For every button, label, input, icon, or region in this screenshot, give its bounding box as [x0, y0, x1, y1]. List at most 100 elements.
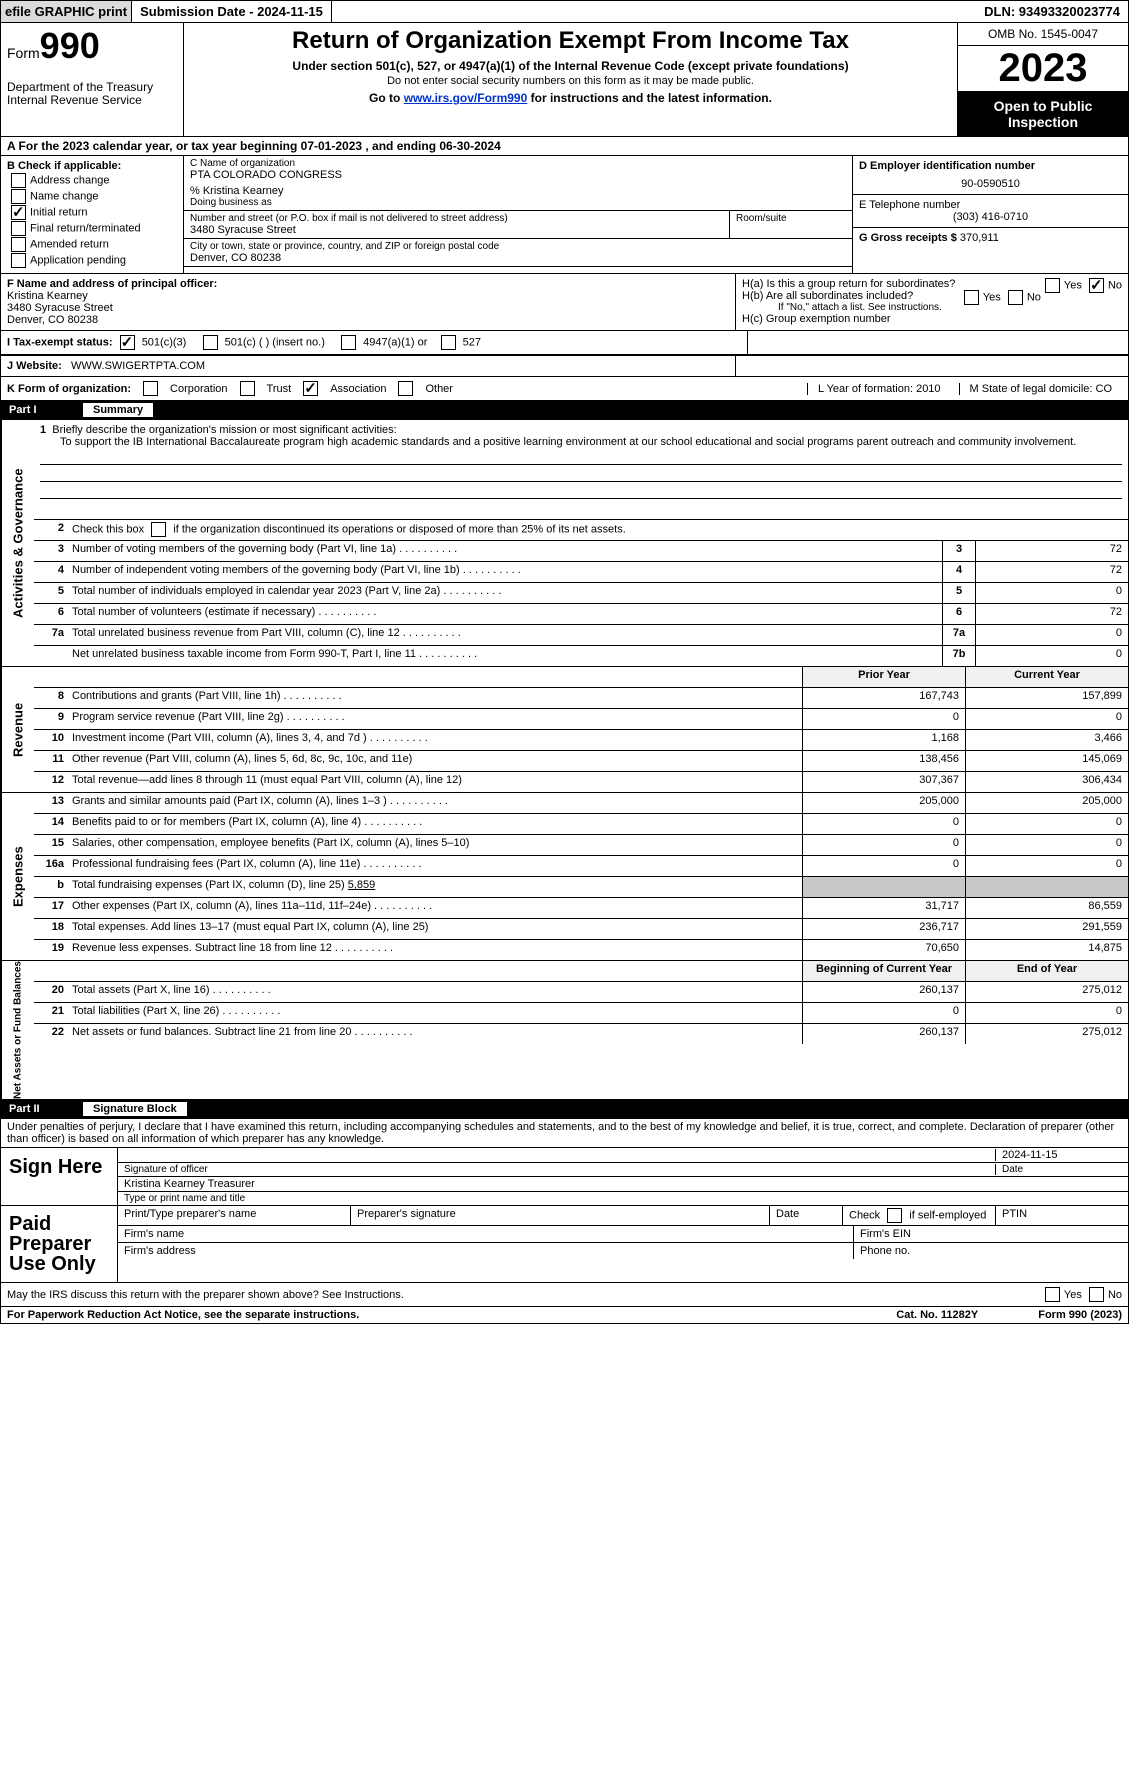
- f-label: F Name and address of principal officer:: [7, 278, 729, 290]
- vlabel-na: Net Assets or Fund Balances: [1, 961, 34, 1099]
- cat-no: Cat. No. 11282Y: [896, 1309, 978, 1321]
- may-discuss: May the IRS discuss this return with the…: [0, 1283, 1129, 1307]
- vlabel-exp: Expenses: [1, 793, 34, 960]
- v3: 72: [975, 541, 1128, 561]
- fphone: Phone no.: [854, 1243, 1128, 1259]
- ha-row: H(a) Is this a group return for subordin…: [742, 278, 1122, 290]
- part2-bar: Part II Signature Block: [0, 1100, 1129, 1119]
- m-state: M State of legal domicile: CO: [959, 383, 1122, 395]
- chk-discuss-no[interactable]: [1089, 1287, 1104, 1302]
- dln: DLN: 93493320023774: [976, 1, 1128, 22]
- part1-bar: Part I Summary: [0, 401, 1129, 420]
- chk-4947[interactable]: [341, 335, 356, 350]
- l11: Other revenue (Part VIII, column (A), li…: [68, 751, 802, 771]
- efile-label: efile GRAPHIC print: [1, 1, 132, 22]
- pdate: Date: [770, 1206, 843, 1225]
- officer-name: Kristina Kearney: [7, 290, 729, 302]
- k-label: K Form of organization:: [7, 383, 131, 395]
- vlabel-ag: Activities & Governance: [1, 420, 34, 666]
- room-label: Room/suite: [730, 211, 852, 238]
- fein: Firm's EIN: [854, 1226, 1128, 1242]
- chk-501c3[interactable]: [120, 335, 135, 350]
- l15: Salaries, other compensation, employee b…: [68, 835, 802, 855]
- open-to-public: Open to Public Inspection: [958, 92, 1128, 136]
- prior-hdr: Prior Year: [802, 667, 965, 687]
- website: WWW.SWIGERTPTA.COM: [71, 360, 205, 372]
- v7a: 0: [975, 625, 1128, 645]
- l14: Benefits paid to or for members (Part IX…: [68, 814, 802, 834]
- dba-label: Doing business as: [190, 197, 846, 208]
- l22: Net assets or fund balances. Subtract li…: [68, 1024, 802, 1044]
- city-label: City or town, state or province, country…: [190, 241, 846, 252]
- subtitle-2: Do not enter social security numbers on …: [190, 75, 951, 87]
- chk-final-return[interactable]: Final return/terminated: [7, 221, 177, 236]
- faddr: Firm's address: [118, 1243, 854, 1259]
- ein: 90-0590510: [859, 178, 1122, 190]
- v7b: 0: [975, 646, 1128, 666]
- footer: For Paperwork Reduction Act Notice, see …: [0, 1307, 1129, 1324]
- tel-label: E Telephone number: [859, 199, 1122, 211]
- eoy-hdr: End of Year: [965, 961, 1128, 981]
- l19: Revenue less expenses. Subtract line 18 …: [68, 940, 802, 960]
- section-ag: Activities & Governance 1 Briefly descri…: [0, 420, 1129, 667]
- chk-discuss-yes[interactable]: [1045, 1287, 1060, 1302]
- type-label: Type or print name and title: [124, 1193, 245, 1204]
- vlabel-rev: Revenue: [1, 667, 34, 792]
- section-expenses: Expenses 13Grants and similar amounts pa…: [0, 793, 1129, 961]
- chk-trust[interactable]: [240, 381, 255, 396]
- boy-hdr: Beginning of Current Year: [802, 961, 965, 981]
- form-number: Form990: [7, 25, 177, 67]
- signature-block: Under penalties of perjury, I declare th…: [0, 1119, 1129, 1283]
- ein-label: D Employer identification number: [859, 160, 1122, 172]
- gross-label: G Gross receipts $: [859, 232, 957, 244]
- chk-self-employed[interactable]: [887, 1208, 902, 1223]
- l20: Total assets (Part X, line 16): [68, 982, 802, 1002]
- v4: 72: [975, 562, 1128, 582]
- l7b: Net unrelated business taxable income fr…: [68, 646, 942, 666]
- dept-treasury: Department of the Treasury: [7, 81, 177, 94]
- chk-address-change[interactable]: Address change: [7, 173, 177, 188]
- chk-name-change[interactable]: Name change: [7, 189, 177, 204]
- chk-501c[interactable]: [203, 335, 218, 350]
- officer-name-title: Kristina Kearney Treasurer: [124, 1178, 255, 1190]
- org-name: PTA COLORADO CONGRESS: [190, 169, 846, 181]
- chk-527[interactable]: [441, 335, 456, 350]
- l21: Total liabilities (Part X, line 26): [68, 1003, 802, 1023]
- sig-officer-label: Signature of officer: [124, 1164, 995, 1175]
- tax-year: 2023: [958, 46, 1128, 92]
- form-990-number: 990: [40, 25, 100, 66]
- street: 3480 Syracuse Street: [190, 224, 723, 236]
- l7a: Total unrelated business revenue from Pa…: [68, 625, 942, 645]
- paid-preparer-label: Paid Preparer Use Only: [1, 1206, 118, 1282]
- l16a: Professional fundraising fees (Part IX, …: [68, 856, 802, 876]
- mission-text: To support the IB International Baccalau…: [40, 436, 1122, 448]
- chk-other[interactable]: [398, 381, 413, 396]
- l12: Total revenue—add lines 8 through 11 (mu…: [68, 772, 802, 792]
- j-label: J Website:: [7, 360, 62, 372]
- l-year: L Year of formation: 2010: [807, 383, 951, 395]
- chk-discontinued[interactable]: [151, 522, 166, 537]
- chk-assoc[interactable]: [303, 381, 318, 396]
- hb-note: If "No," attach a list. See instructions…: [742, 302, 1122, 313]
- chk-amended[interactable]: Amended return: [7, 237, 177, 252]
- l5: Total number of individuals employed in …: [68, 583, 942, 603]
- chk-app-pending[interactable]: Application pending: [7, 253, 177, 268]
- pra-notice: For Paperwork Reduction Act Notice, see …: [7, 1309, 359, 1321]
- chk-initial-return[interactable]: Initial return: [7, 205, 177, 220]
- l16b: Total fundraising expenses (Part IX, col…: [68, 877, 802, 897]
- l18: Total expenses. Add lines 13–17 (must eq…: [68, 919, 802, 939]
- declaration: Under penalties of perjury, I declare th…: [1, 1119, 1128, 1147]
- chk-corp[interactable]: [143, 381, 158, 396]
- pname: Print/Type preparer's name: [118, 1206, 351, 1225]
- i-label: I Tax-exempt status:: [7, 336, 113, 348]
- form-footer: Form 990 (2023): [1038, 1309, 1122, 1321]
- l2: Check this box if the organization disco…: [68, 520, 1128, 540]
- telephone: (303) 416-0710: [859, 211, 1122, 223]
- current-hdr: Current Year: [965, 667, 1128, 687]
- l8: Contributions and grants (Part VIII, lin…: [68, 688, 802, 708]
- subtitle-3: Go to www.irs.gov/Form990 for instructio…: [190, 91, 951, 105]
- pself: Check if self-employed: [843, 1206, 996, 1225]
- l4: Number of independent voting members of …: [68, 562, 942, 582]
- irs-link[interactable]: www.irs.gov/Form990: [404, 91, 528, 105]
- c-name-label: C Name of organization: [190, 158, 846, 169]
